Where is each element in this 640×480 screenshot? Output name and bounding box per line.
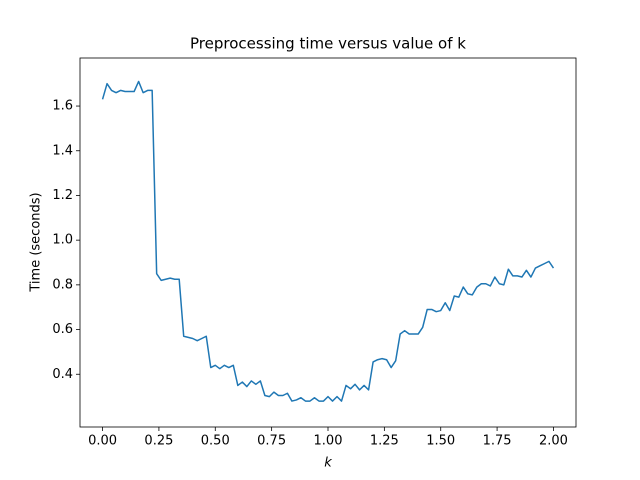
chart-title: Preprocessing time versus value of k <box>190 35 466 53</box>
x-tick-label: 1.50 <box>426 434 455 449</box>
x-tick-label: 1.25 <box>370 434 399 449</box>
x-tick-label: 1.75 <box>483 434 512 449</box>
x-tick-label: 2.00 <box>539 434 568 449</box>
y-tick-label: 0.4 <box>52 367 73 382</box>
x-axis-label: k <box>324 456 332 471</box>
x-tick-label: 0.75 <box>257 434 286 449</box>
plot-frame <box>79 57 577 428</box>
y-axis-label: Time (seconds) <box>29 192 44 292</box>
x-tick-label: 1.00 <box>314 434 343 449</box>
y-tick-label: 0.8 <box>52 277 73 292</box>
y-tick-label: 0.6 <box>52 322 73 337</box>
x-tick-label: 0.25 <box>144 434 173 449</box>
x-tick-label: 0.50 <box>201 434 230 449</box>
y-tick-label: 1.2 <box>52 188 73 203</box>
x-tick-label: 0.00 <box>88 434 117 449</box>
y-tick-label: 1.6 <box>52 99 73 114</box>
y-tick-label: 1.0 <box>52 233 73 248</box>
data-line <box>101 80 555 402</box>
y-tick-label: 1.4 <box>52 143 73 158</box>
